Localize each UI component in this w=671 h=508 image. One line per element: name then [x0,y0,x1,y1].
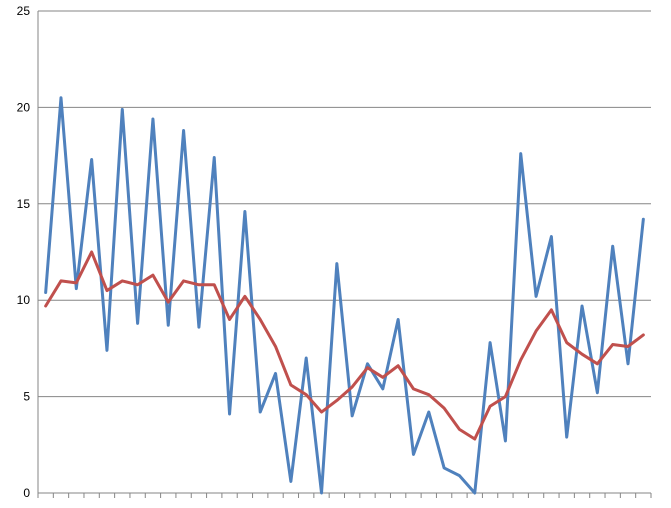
y-tick-label: 25 [17,4,31,18]
series-line-1 [44,96,645,495]
y-tick-label: 5 [23,390,30,404]
y-tick-label: 20 [17,100,31,114]
y-tick-label: 15 [17,197,31,211]
y-tick-label: 10 [17,293,31,307]
x-axis [37,492,652,498]
series-line-2 [44,250,645,441]
series-group [44,96,645,495]
y-tick-label: 0 [23,486,30,500]
y-axis: 0 5 10 15 20 25 [17,4,39,500]
